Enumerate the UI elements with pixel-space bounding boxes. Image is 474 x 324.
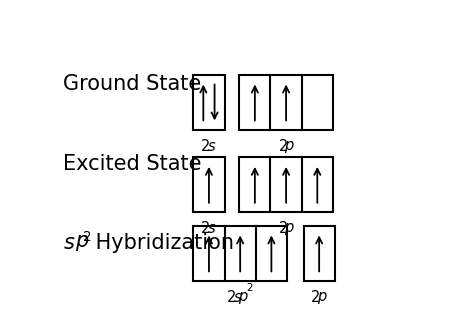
Text: 2: 2 xyxy=(246,284,252,293)
Text: $s$: $s$ xyxy=(63,234,75,253)
Bar xyxy=(193,226,287,281)
Text: $p$: $p$ xyxy=(284,139,294,155)
Text: 2: 2 xyxy=(311,290,321,305)
Text: 2: 2 xyxy=(201,139,210,154)
Text: Hybridization: Hybridization xyxy=(90,234,234,253)
Bar xyxy=(239,75,333,130)
Text: $s$: $s$ xyxy=(233,290,242,305)
Text: $s$: $s$ xyxy=(207,221,216,236)
Text: $p$: $p$ xyxy=(284,221,294,237)
Text: 2: 2 xyxy=(83,230,92,244)
Text: $p$: $p$ xyxy=(238,290,249,306)
Text: 2: 2 xyxy=(279,221,288,236)
Bar xyxy=(239,157,333,212)
Text: $p$: $p$ xyxy=(75,234,90,253)
Bar xyxy=(193,75,225,130)
Text: $s$: $s$ xyxy=(207,139,216,154)
Text: $p$: $p$ xyxy=(317,290,327,306)
Text: Excited State: Excited State xyxy=(63,154,201,174)
Text: 2: 2 xyxy=(279,139,288,154)
Bar xyxy=(303,226,335,281)
Text: 2: 2 xyxy=(201,221,210,236)
Text: Ground State: Ground State xyxy=(63,74,201,94)
Text: 2: 2 xyxy=(227,290,236,305)
Bar xyxy=(193,157,225,212)
